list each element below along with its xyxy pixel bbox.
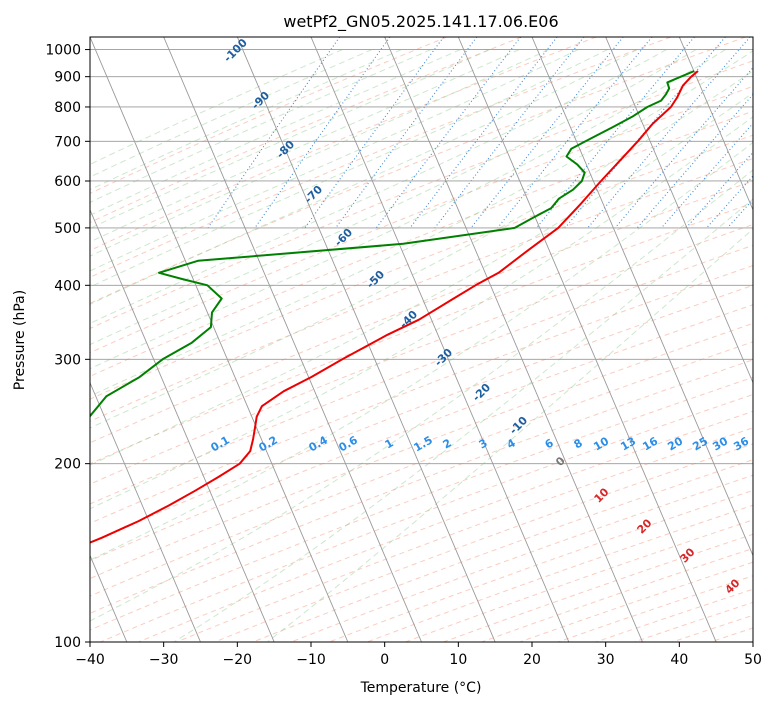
dry-adiabat-line	[138, 410, 753, 642]
isotherm-line	[531, 37, 753, 557]
moist-adiabat-line	[266, 228, 753, 642]
x-tick-label: 50	[744, 652, 762, 668]
dry-adiabat-line	[252, 459, 753, 642]
isotherm-line	[90, 208, 275, 642]
mixing-ratio-line	[685, 151, 753, 229]
isotherm-line	[90, 381, 201, 642]
moist-adiabat-line	[90, 49, 697, 346]
moist-adiabat-line	[90, 49, 579, 272]
x-tick-label: 10	[449, 652, 467, 668]
dry-adiabat-line	[328, 489, 753, 642]
mixing-ratio-line	[470, 37, 624, 229]
dry-adiabat-line	[176, 427, 753, 642]
isotherm-line	[236, 37, 496, 642]
moist-adiabat-line	[90, 49, 373, 178]
dry-adiabat-line	[90, 110, 753, 377]
mixing-ratio-line	[497, 37, 653, 229]
isotherm-line	[163, 37, 422, 642]
moist-adiabat-line	[90, 49, 520, 243]
grid-lines	[90, 37, 753, 642]
dry-adiabat-line	[443, 533, 753, 642]
x-tick-label: 30	[597, 652, 615, 668]
dry-adiabat-line	[90, 134, 753, 400]
mixing-ratio-line	[304, 37, 445, 229]
sounding-series	[90, 70, 699, 544]
y-axis-ticks: 100 200 300 400 500 600 700 800 900 1000	[45, 43, 90, 651]
moist-adiabat-line	[90, 49, 549, 257]
chart-title: wetPf2_GN05.2025.141.17.06.E06	[283, 12, 558, 32]
mixing-ratio-line	[614, 66, 753, 229]
dry-adiabat-line	[90, 376, 753, 631]
moist-adiabat-line	[90, 50, 753, 397]
dewpoint-profile-line	[90, 70, 695, 418]
moist-adiabat-line	[90, 49, 343, 165]
y-tick-label: 300	[54, 352, 81, 368]
x-tick-label: 20	[523, 652, 541, 668]
y-tick-label: 600	[54, 174, 81, 190]
moist-adiabat-line	[90, 92, 753, 466]
dry-adiabat-line	[90, 157, 753, 422]
plot-background	[90, 37, 753, 642]
dry-adiabat-line	[90, 37, 447, 194]
mixing-ratio-line	[254, 37, 391, 229]
y-axis-label: Pressure (hPa)	[12, 290, 28, 390]
moist-adiabat-line	[90, 70, 753, 429]
mixing-ratio-line	[375, 37, 522, 229]
dry-adiabat-line	[90, 85, 753, 354]
y-tick-label: 800	[54, 100, 81, 116]
dry-adiabat-line	[90, 244, 753, 505]
x-tick-label: −10	[296, 652, 326, 668]
mixing-ratio-line	[207, 37, 341, 229]
y-tick-label: 900	[54, 70, 81, 86]
x-tick-label: −30	[149, 652, 179, 668]
moist-adiabat-line	[90, 49, 402, 191]
moist-adiabat-line	[90, 49, 490, 230]
y-tick-label: 700	[54, 134, 81, 150]
x-axis-label: Temperature (°C)	[360, 680, 482, 696]
dry-adiabat-line	[405, 519, 753, 642]
isotherm-line	[457, 37, 717, 642]
y-tick-label: 1000	[45, 43, 81, 59]
dry-adiabat-line	[90, 37, 597, 252]
y-tick-label: 200	[54, 457, 81, 473]
moist-adiabat-line	[90, 141, 753, 561]
isotherm-line	[90, 37, 349, 642]
plot-frame	[89, 36, 754, 643]
moist-adiabat-line	[90, 169, 753, 622]
moist-adiabat-line	[90, 49, 461, 216]
moist-adiabats	[90, 49, 753, 642]
dry-adiabat-line	[90, 322, 753, 580]
isotherm-line	[752, 37, 753, 39]
isotherm-line	[605, 37, 753, 384]
dry-adiabat-line	[90, 341, 753, 597]
isotherm-line	[310, 37, 570, 642]
isotherm-line	[678, 37, 753, 212]
x-tick-label: −40	[75, 652, 105, 668]
moist-adiabat-line	[90, 116, 753, 510]
moist-adiabat-line	[90, 49, 432, 203]
mixing-ratio-line	[587, 37, 751, 229]
temperature-profile-line	[90, 70, 699, 544]
x-tick-label: 0	[380, 652, 389, 668]
y-tick-label: 400	[54, 278, 81, 294]
x-axis-ticks: −40 −30 −20 −10 0 10 20 30 40 50	[75, 642, 762, 668]
moist-adiabat-line	[90, 49, 726, 370]
x-tick-label: 40	[670, 652, 688, 668]
dry-adiabat-line	[90, 37, 522, 224]
isotherm-line	[384, 37, 643, 642]
y-tick-label: 500	[54, 221, 81, 237]
dry-adiabat-line	[90, 180, 753, 444]
y-tick-label: 100	[54, 635, 81, 651]
moist-adiabat-line	[90, 49, 608, 288]
dry-adiabat-line	[90, 264, 753, 524]
x-tick-label: −20	[223, 652, 253, 668]
